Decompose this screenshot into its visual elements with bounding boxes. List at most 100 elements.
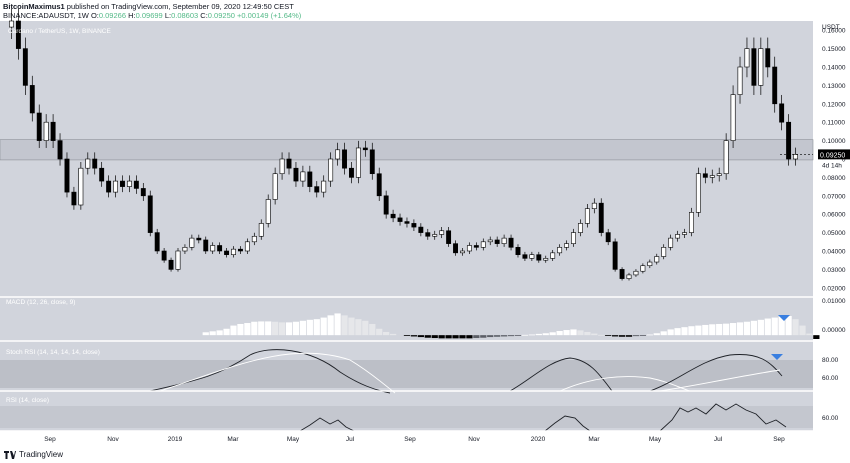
macd-bar bbox=[278, 322, 286, 336]
down-arrow-icon bbox=[778, 315, 790, 321]
macd-bar bbox=[417, 335, 424, 338]
tradingview-logo[interactable]: TradingView bbox=[4, 450, 63, 459]
price-tick: 0.02000 bbox=[822, 285, 846, 292]
candle bbox=[50, 121, 56, 141]
stoch-label: Stoch RSI (14, 14, 14, 14, close) bbox=[6, 349, 100, 356]
candle bbox=[36, 112, 42, 141]
macd-bar bbox=[473, 335, 480, 339]
price-tick: 0.10000 bbox=[822, 138, 846, 145]
price-tick: 0.15000 bbox=[822, 46, 846, 53]
stoch-d-line bbox=[559, 376, 691, 392]
macd-bar bbox=[771, 317, 778, 336]
candle bbox=[71, 191, 77, 206]
candle bbox=[43, 121, 49, 141]
candle bbox=[411, 223, 417, 228]
macd-bar bbox=[362, 320, 369, 336]
rsi-tick: 60.00 bbox=[822, 415, 839, 422]
candle bbox=[147, 195, 153, 233]
macd-bar bbox=[292, 321, 300, 336]
candle bbox=[612, 241, 618, 270]
candle bbox=[584, 208, 590, 224]
candle bbox=[494, 239, 500, 244]
candle bbox=[106, 180, 112, 193]
current-price-tag bbox=[818, 149, 850, 160]
macd-bar bbox=[605, 335, 612, 336]
candle bbox=[244, 241, 250, 252]
candle bbox=[154, 232, 160, 252]
macd-bar bbox=[591, 333, 598, 336]
price-tick: 0.03000 bbox=[822, 267, 846, 274]
candle bbox=[772, 66, 778, 105]
candle bbox=[633, 270, 639, 276]
chart-title: Cardano / TetherUS, 1W, BINANCE bbox=[8, 28, 112, 35]
candle bbox=[779, 103, 785, 123]
current-price-label: 0.09250 bbox=[820, 152, 845, 159]
time-tick: Jul bbox=[346, 436, 355, 443]
candle bbox=[120, 180, 125, 187]
macd-bar bbox=[487, 335, 494, 338]
macd-bar bbox=[570, 329, 577, 336]
macd-bar bbox=[424, 335, 431, 338]
candle bbox=[99, 167, 105, 182]
rsi-label: RSI (14, close) bbox=[6, 397, 49, 404]
macd-bar bbox=[237, 323, 244, 336]
candle bbox=[9, 20, 14, 28]
macd-bar bbox=[716, 323, 723, 336]
macd-bar bbox=[521, 334, 529, 336]
candle bbox=[744, 48, 750, 68]
candle bbox=[432, 234, 438, 237]
candle bbox=[126, 180, 132, 187]
macd-bar bbox=[743, 321, 751, 336]
candle bbox=[15, 20, 21, 49]
price-tick: 0.11000 bbox=[822, 120, 845, 127]
macd-bar bbox=[723, 323, 730, 336]
candle bbox=[716, 173, 722, 176]
candle bbox=[793, 154, 798, 160]
macd-bar bbox=[507, 335, 515, 337]
macd-bar bbox=[598, 334, 605, 336]
stoch-tick: 60.00 bbox=[822, 375, 839, 382]
countdown-label: 4d 14h bbox=[822, 162, 842, 169]
candle bbox=[349, 167, 354, 178]
stoch-band bbox=[0, 360, 813, 388]
price-tick: 0.04000 bbox=[822, 249, 846, 256]
macd-tick: 0.01000 bbox=[822, 298, 846, 305]
stoch-tick: 80.00 bbox=[822, 357, 839, 364]
price-unit: USDT bbox=[822, 24, 840, 31]
candle bbox=[265, 199, 271, 224]
down-arrow-icon bbox=[771, 354, 783, 360]
candle bbox=[786, 121, 792, 160]
macd-bar bbox=[258, 321, 265, 336]
candle bbox=[689, 212, 694, 233]
macd-bar bbox=[757, 319, 764, 336]
candle bbox=[196, 237, 202, 241]
candle bbox=[397, 217, 403, 222]
macd-bar bbox=[764, 318, 771, 336]
candle bbox=[342, 149, 347, 169]
tradingview-icon bbox=[4, 450, 16, 459]
symbol-label: BINANCE:ADAUSDT, 1W bbox=[3, 11, 89, 20]
candle bbox=[369, 149, 375, 175]
candle bbox=[140, 188, 146, 197]
candle bbox=[675, 234, 681, 239]
candle bbox=[702, 173, 708, 178]
candle bbox=[161, 250, 167, 261]
candle bbox=[286, 158, 292, 169]
candle bbox=[515, 247, 521, 255]
macd-bar bbox=[202, 332, 209, 336]
macd-bar bbox=[244, 323, 251, 336]
macd-tick: 0.00000 bbox=[822, 327, 846, 334]
candle bbox=[251, 235, 257, 243]
macd-bar bbox=[542, 333, 549, 336]
candle bbox=[300, 171, 306, 182]
macd-bar bbox=[549, 332, 556, 336]
low-value: 0.08603 bbox=[171, 11, 199, 20]
time-tick: 2020 bbox=[531, 436, 546, 443]
candle bbox=[647, 261, 653, 267]
macd-bar bbox=[632, 335, 640, 337]
candle bbox=[730, 94, 736, 141]
candle bbox=[335, 149, 341, 160]
candle bbox=[272, 173, 278, 200]
candle bbox=[765, 48, 771, 68]
